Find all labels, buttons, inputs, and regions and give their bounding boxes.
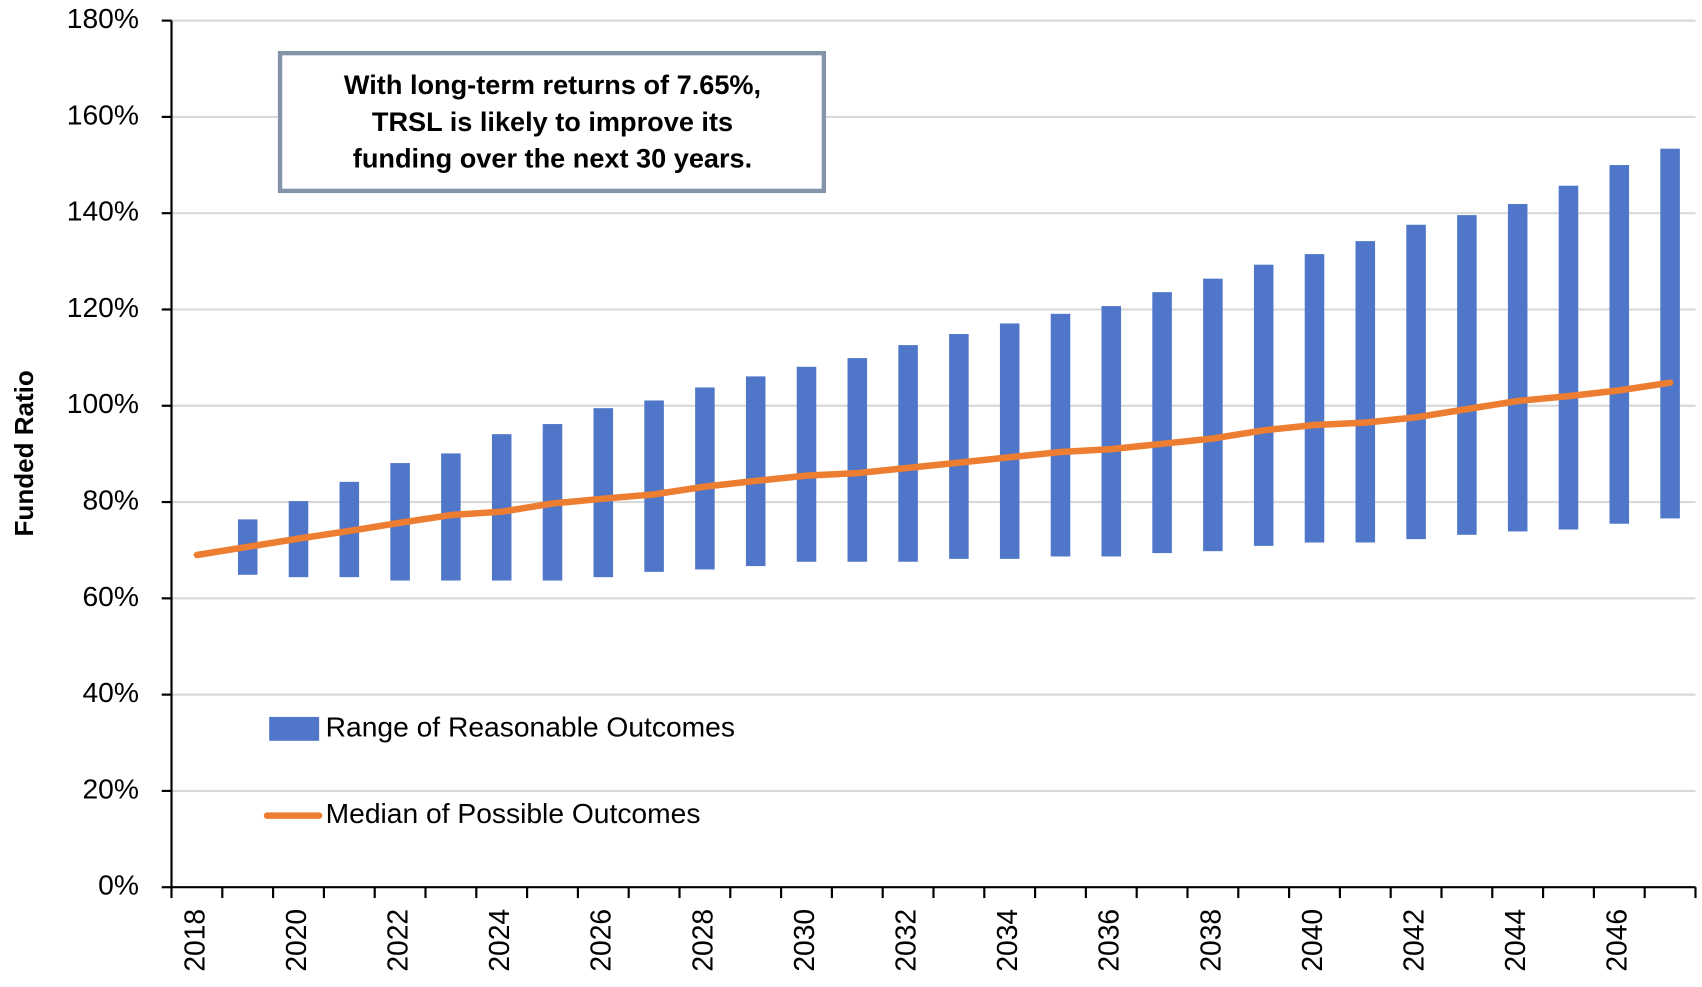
y-tick-label: 160% [67,98,139,130]
range-bar [1660,148,1680,519]
y-tick-label: 100% [67,387,139,419]
x-tick-label: 2028 [686,909,718,972]
range-bar [593,408,614,578]
range-bar [949,334,969,559]
x-tick-label: 2034 [991,909,1023,972]
range-bar [1457,215,1477,535]
x-tick-label: 2044 [1499,909,1531,972]
x-tick-label: 2032 [890,909,922,972]
range-bar [1507,204,1528,532]
range-bar [695,387,715,570]
range-bar [1101,306,1122,557]
range-bar [644,400,664,572]
y-tick-label: 180% [67,2,139,34]
legend-label: Median of Possible Outcomes [326,797,701,829]
range-bar [1304,254,1325,543]
range-bar [1203,278,1223,552]
y-tick-label: 0% [98,869,139,901]
y-tick-label: 20% [82,772,138,804]
x-tick-label: 2026 [585,909,617,972]
x-tick-label: 2030 [788,909,820,972]
y-tick-label: 140% [67,195,139,227]
range-bar [847,358,868,562]
range-bar [1609,165,1630,524]
range-bar [1152,292,1172,554]
range-bar [491,434,512,581]
x-tick-label: 2020 [280,909,312,972]
y-tick-label: 120% [67,291,139,323]
median-line [193,379,1674,559]
legend-swatch [269,716,320,741]
range-bar [898,345,918,562]
annotation-text: With long-term returns of 7.65%, [344,69,761,100]
range-bar [1558,185,1579,530]
x-tick-label: 2018 [178,909,210,972]
range-bar [999,323,1020,559]
range-bar [1355,241,1376,543]
y-tick-label: 60% [82,580,138,612]
x-tick-label: 2038 [1194,909,1226,972]
x-tick-label: 2036 [1093,909,1125,972]
x-tick-label: 2042 [1398,909,1430,972]
x-tick-label: 2040 [1296,909,1328,972]
range-bar [745,376,766,567]
legend-label: Range of Reasonable Outcomes [326,710,735,742]
annotation-box [277,50,827,194]
annotation-text: TRSL is likely to improve its [372,106,733,137]
range-bar [796,366,817,562]
y-axis-label: Funded Ratio [9,370,39,536]
y-tick-label: 80% [82,484,138,516]
y-tick-label: 40% [82,676,138,708]
annotation-text: funding over the next 30 years. [353,143,752,174]
range-bar [1253,264,1274,546]
range-bar [1406,224,1426,540]
range-bar [1050,313,1071,557]
x-tick-label: 2024 [483,909,515,972]
x-tick-label: 2022 [382,909,414,972]
x-tick-label: 2046 [1601,909,1633,972]
